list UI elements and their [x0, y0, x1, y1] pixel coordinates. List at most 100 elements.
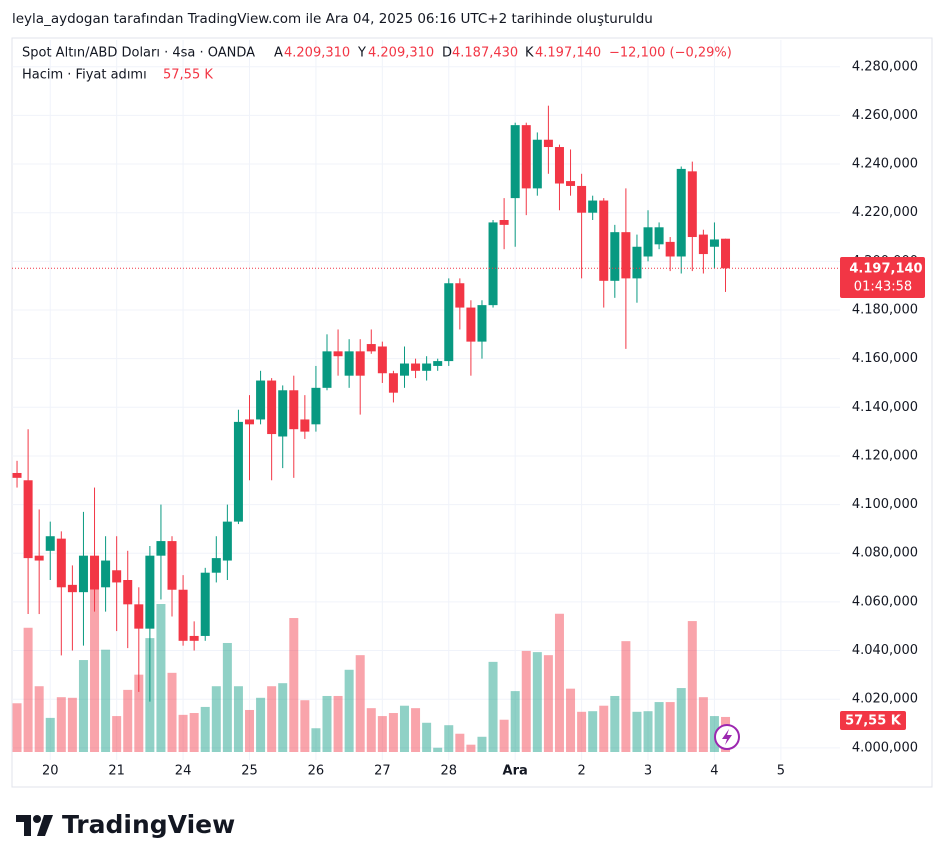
- volume-bar: [56, 697, 66, 752]
- brand-logo: [16, 815, 53, 836]
- volume-bar: [278, 683, 288, 752]
- volume-bar: [245, 709, 255, 752]
- volume-bar: [499, 719, 509, 752]
- volume-badge: [840, 711, 906, 730]
- y-tick-label: 4.060,000: [852, 594, 918, 609]
- legend-key: D: [442, 46, 452, 61]
- volume-bar: [455, 733, 465, 752]
- candle-body: [333, 351, 343, 357]
- volume-bar: [532, 652, 542, 752]
- candle-body: [654, 227, 664, 245]
- y-tick-label: 4.100,000: [852, 497, 918, 512]
- x-tick-label: 24: [175, 764, 192, 779]
- candle-body: [709, 239, 719, 247]
- volume-bar: [654, 702, 664, 752]
- volume-bar: [588, 711, 598, 752]
- candle-body: [267, 380, 277, 435]
- candle-body: [289, 390, 299, 430]
- volume-bar: [388, 713, 398, 752]
- x-tick-label: 5: [777, 764, 785, 779]
- y-tick-label: 4.120,000: [852, 448, 918, 463]
- candle-body: [189, 635, 199, 641]
- candle-body: [278, 390, 288, 437]
- volume-bar: [676, 688, 686, 752]
- candle-body: [599, 200, 609, 281]
- volume-bar: [422, 722, 432, 752]
- volume-bar: [621, 641, 631, 752]
- volume-bar: [167, 672, 177, 752]
- y-tick-label: 4.020,000: [852, 692, 918, 707]
- countdown: 01:43:58: [854, 280, 912, 295]
- y-tick-label: 4.180,000: [852, 303, 918, 318]
- candle-body: [422, 363, 432, 371]
- volume-bar: [543, 655, 553, 752]
- candle-body: [433, 361, 443, 366]
- volume-title: Hacim · Fiyat adımı: [22, 68, 147, 83]
- candle-body: [687, 171, 697, 238]
- candle-body: [45, 536, 55, 551]
- candle-body: [200, 572, 210, 636]
- volume-bar: [643, 711, 653, 752]
- candle-body: [532, 139, 542, 189]
- candle-body: [610, 232, 620, 281]
- x-tick-label: 21: [108, 764, 125, 779]
- volume-bar: [67, 697, 77, 752]
- candle-body: [621, 232, 631, 279]
- candle-body: [643, 227, 653, 257]
- legend-value: 4.197,140: [535, 46, 601, 61]
- candle-body: [78, 555, 88, 593]
- volume-layer: [12, 590, 731, 752]
- volume-bar: [300, 700, 310, 752]
- volume-bar: [554, 613, 564, 752]
- volume-bar: [78, 660, 88, 752]
- volume-bar: [366, 708, 376, 752]
- candle-body: [510, 125, 520, 199]
- candle-body: [134, 604, 144, 629]
- x-tick-label: 26: [308, 764, 325, 779]
- candle-body: [411, 363, 421, 371]
- candle-body: [233, 421, 243, 522]
- legend-key: Y: [357, 46, 366, 61]
- volume-bar: [333, 695, 343, 752]
- volume-bar: [156, 604, 166, 752]
- volume-bar: [344, 669, 354, 752]
- volume-bar: [90, 590, 100, 752]
- volume-bar: [134, 674, 144, 752]
- candle-layer: [12, 105, 840, 702]
- volume-bar: [399, 705, 409, 752]
- y-tick-label: 4.260,000: [852, 108, 918, 123]
- x-tick-label: 3: [644, 764, 652, 779]
- volume-badge-label: 57,55 K: [845, 714, 902, 729]
- candle-body: [566, 181, 576, 186]
- candle-body: [499, 220, 509, 225]
- volume-bar: [101, 649, 111, 752]
- x-tick-label: 25: [241, 764, 258, 779]
- y-tick-label: 4.080,000: [852, 546, 918, 561]
- candle-body: [322, 351, 332, 388]
- candle-body: [399, 363, 409, 376]
- volume-bar: [189, 713, 199, 752]
- lightning-icon: [714, 724, 740, 750]
- volume-bar: [577, 711, 587, 752]
- price-label: 4.197,140: [849, 262, 922, 277]
- volume-bar: [211, 686, 221, 752]
- legend-key: A: [274, 46, 283, 61]
- volume-bar: [12, 703, 22, 752]
- candle-body: [698, 234, 708, 255]
- x-tick-label: 28: [440, 764, 457, 779]
- volume-bar: [665, 702, 675, 752]
- volume-bar: [599, 705, 609, 752]
- candle-body: [377, 346, 387, 374]
- candle-body: [23, 480, 33, 559]
- y-tick-label: 4.280,000: [852, 59, 918, 74]
- x-tick-label: Ara: [503, 764, 528, 779]
- chart-frame: [11, 37, 933, 788]
- volume-bar: [687, 621, 697, 752]
- volume-bar: [178, 714, 188, 752]
- candle-body: [488, 222, 498, 306]
- candle-body: [245, 419, 255, 425]
- y-tick-label: 4.240,000: [852, 157, 918, 172]
- candle-body: [577, 185, 587, 213]
- candle-body: [366, 344, 376, 352]
